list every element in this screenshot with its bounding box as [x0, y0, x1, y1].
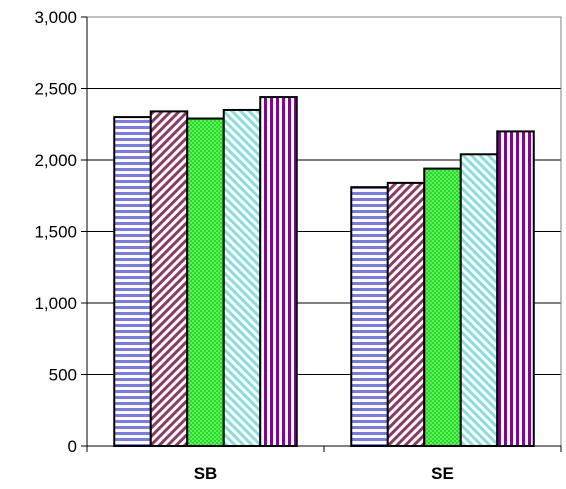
y-tick-label: 500: [49, 366, 77, 385]
bar-se-series-5: [497, 131, 534, 446]
bar-sb-series-5: [260, 97, 297, 446]
bar-sb-series-3: [187, 119, 224, 446]
x-category-label: SE: [431, 464, 454, 483]
bar-se-series-1: [351, 187, 388, 446]
bar-sb-series-4: [224, 110, 261, 446]
bars: [114, 97, 534, 446]
y-tick-label: 1,500: [34, 223, 77, 242]
bar-se-series-2: [388, 183, 425, 446]
y-tick-label: 3,000: [34, 8, 77, 27]
y-tick-label: 0: [68, 437, 77, 456]
y-tick-label: 2,000: [34, 151, 77, 170]
y-tick-label: 1,000: [34, 294, 77, 313]
bar-se-series-3: [424, 169, 461, 446]
bar-sb-series-2: [151, 111, 188, 446]
y-tick-label: 2,500: [34, 80, 77, 99]
bar-sb-series-1: [114, 117, 151, 446]
bar-se-series-4: [461, 154, 498, 446]
x-category-label: SB: [194, 464, 218, 483]
